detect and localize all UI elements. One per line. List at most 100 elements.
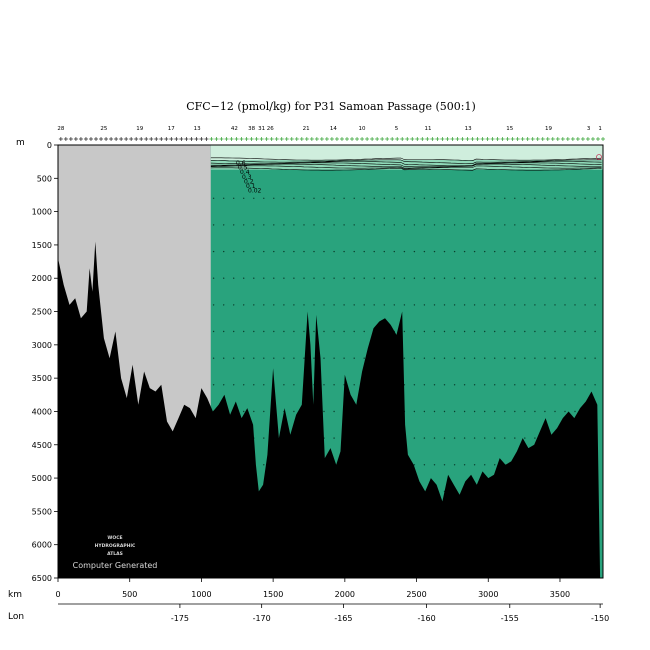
- station-label: 15: [506, 126, 513, 132]
- sample-dot: [484, 384, 486, 386]
- station-mark: [435, 137, 440, 141]
- sample-dot: [574, 277, 576, 279]
- sample-dot: [433, 224, 436, 226]
- sample-dot: [343, 224, 345, 226]
- sample-dot: [253, 410, 255, 413]
- sample-dot: [484, 410, 486, 413]
- sample-dot: [243, 410, 245, 413]
- station-mark: [144, 137, 149, 141]
- sample-dot: [453, 277, 456, 279]
- sample-dot: [293, 197, 295, 199]
- station-mark: [490, 137, 495, 141]
- station-mark: [319, 137, 324, 141]
- station-label: 3: [587, 126, 591, 132]
- sample-dot: [233, 277, 235, 279]
- contour-value-label: 0.1: [246, 183, 256, 190]
- contour-value-label: 0.2: [244, 178, 254, 185]
- sample-dot: [273, 277, 275, 279]
- station-mark: [58, 137, 63, 141]
- sample-dot: [333, 197, 335, 199]
- station-mark: [299, 137, 304, 141]
- sample-dot: [554, 277, 556, 279]
- sample-dot: [564, 250, 566, 253]
- sample-dot: [453, 410, 456, 413]
- sample-dot: [313, 224, 315, 226]
- y-tick-label: 5000: [32, 474, 52, 483]
- station-mark: [415, 137, 420, 141]
- station-mark: [244, 137, 249, 141]
- sample-dot: [323, 197, 325, 199]
- sample-dot: [363, 250, 365, 253]
- station-mark: [104, 137, 109, 141]
- credit-line-2: HYDROGRAPHIC: [95, 543, 136, 549]
- station-mark: [329, 137, 334, 141]
- sample-dot: [484, 197, 486, 199]
- sample-dot: [263, 224, 265, 226]
- station-mark: [184, 137, 189, 141]
- sample-dot: [323, 277, 325, 279]
- sample-dot: [494, 304, 496, 306]
- y-tick-label: 2500: [32, 308, 52, 317]
- sample-dot: [433, 250, 436, 253]
- sample-dot: [333, 277, 335, 279]
- sample-dot: [383, 224, 385, 226]
- sample-dot: [514, 357, 516, 359]
- sample-dot: [574, 304, 576, 306]
- sample-dot: [473, 464, 476, 466]
- y-tick-label: 4000: [32, 407, 52, 416]
- sample-dot: [383, 250, 385, 253]
- sample-dot: [373, 277, 375, 279]
- sample-dot: [423, 357, 426, 359]
- x-axis-unit: km: [8, 590, 22, 600]
- thermocline-layer-fill: [210, 160, 603, 170]
- lon-tick-label: -155: [501, 614, 519, 623]
- sample-dot: [283, 357, 285, 359]
- sample-dot: [373, 304, 375, 306]
- station-mark: [370, 137, 375, 141]
- y-axis-unit: m: [16, 138, 25, 148]
- sample-dot: [323, 410, 325, 413]
- sample-dot: [574, 250, 576, 253]
- sample-dot: [473, 357, 476, 359]
- station-mark: [134, 137, 139, 141]
- sample-dot: [283, 277, 285, 279]
- sample-dot: [554, 330, 556, 333]
- y-tick-label: 2000: [32, 274, 52, 283]
- station-mark: [179, 137, 184, 141]
- sample-dot: [343, 250, 345, 253]
- sample-dot: [504, 250, 506, 253]
- sample-dot: [293, 410, 295, 413]
- sample-dot: [333, 410, 335, 413]
- sample-dot: [463, 224, 466, 226]
- station-mark: [525, 137, 530, 141]
- sample-dot: [554, 384, 556, 386]
- station-mark: [119, 137, 124, 141]
- station-mark: [199, 137, 204, 141]
- sample-dot: [574, 357, 576, 359]
- sample-dot: [584, 357, 586, 359]
- sample-dot: [433, 304, 436, 306]
- sample-dot: [273, 197, 275, 199]
- x-tick-label: 3000: [478, 590, 498, 599]
- sample-dot: [463, 250, 466, 253]
- sample-dot: [313, 330, 315, 333]
- station-mark: [540, 137, 545, 141]
- sample-dot: [323, 224, 325, 226]
- station-mark: [420, 137, 425, 141]
- y-tick-label: 1000: [32, 208, 52, 217]
- contour-label-group: 0.60.50.40.30.20.10.02: [236, 160, 262, 195]
- station-mark: [570, 137, 575, 141]
- sample-dot: [574, 330, 576, 333]
- sample-dot: [463, 464, 466, 466]
- y-tick-label: 0: [47, 141, 52, 150]
- sample-dot: [514, 277, 516, 279]
- sample-dot: [443, 224, 446, 226]
- station-mark: [350, 137, 355, 141]
- sample-dot: [554, 224, 556, 226]
- sample-dot: [463, 304, 466, 306]
- sample-dot: [413, 464, 416, 466]
- sample-dot: [473, 330, 476, 333]
- station-mark: [601, 137, 605, 141]
- sample-dot: [353, 250, 355, 253]
- sample-dot: [233, 197, 235, 199]
